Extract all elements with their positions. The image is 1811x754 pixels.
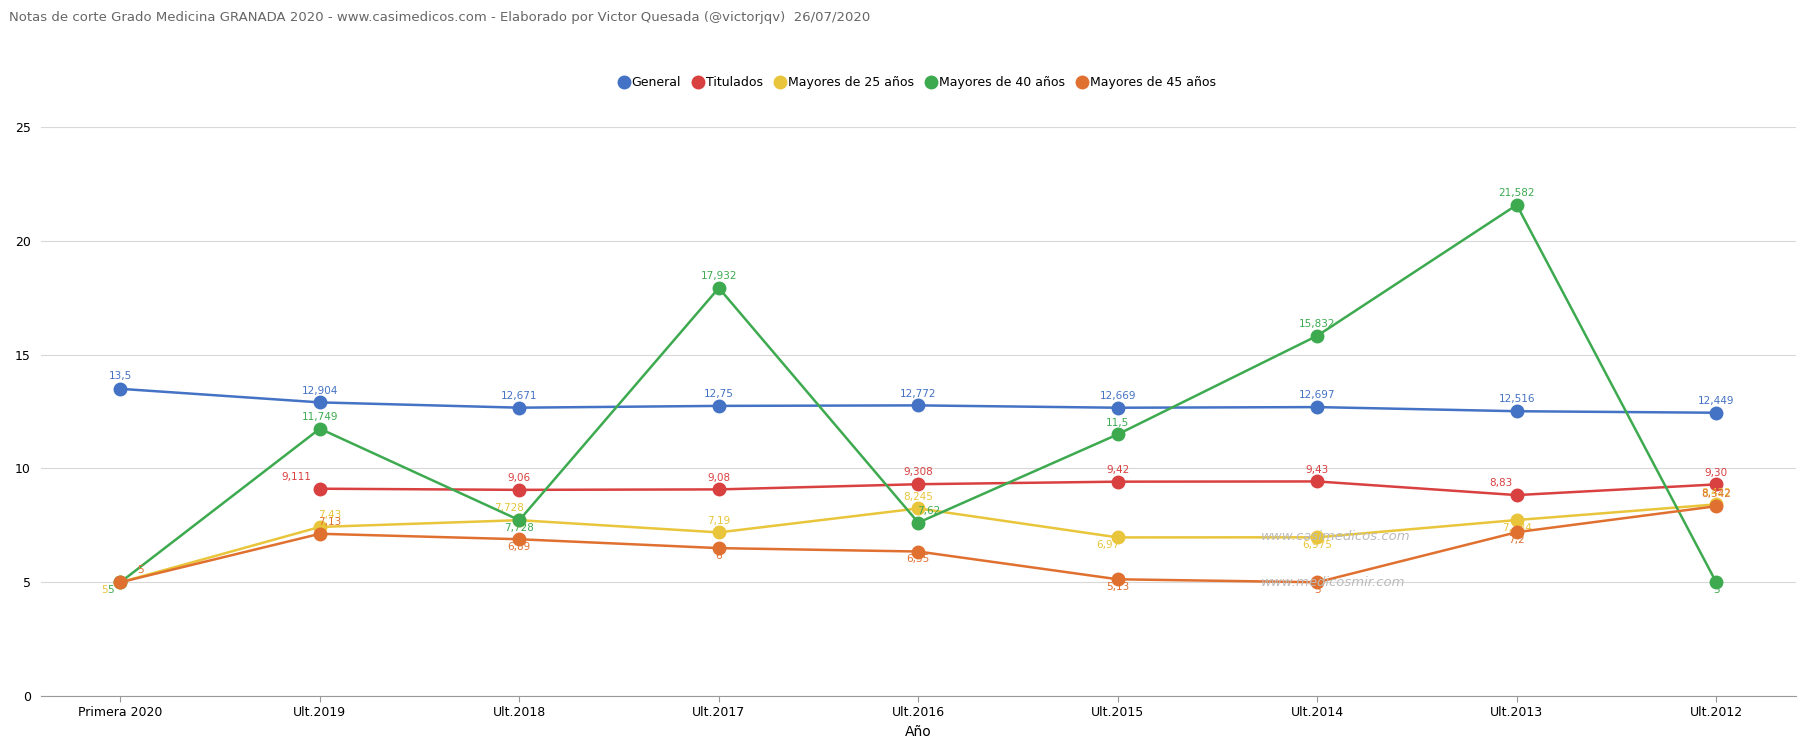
Mayores de 45 años xyxy=(907,547,929,556)
General xyxy=(509,403,531,412)
Line: Mayores de 40 años: Mayores de 40 años xyxy=(114,198,1722,589)
Mayores de 40 años xyxy=(509,516,531,525)
Text: 15,832: 15,832 xyxy=(1298,319,1335,329)
Text: 7,13: 7,13 xyxy=(319,517,342,527)
General xyxy=(708,401,730,410)
Text: 8,342: 8,342 xyxy=(1701,489,1731,499)
Text: 12,449: 12,449 xyxy=(1699,396,1735,406)
Titulados xyxy=(708,485,730,494)
Text: 11,749: 11,749 xyxy=(302,412,339,421)
Mayores de 25 años xyxy=(109,578,130,587)
Mayores de 45 años xyxy=(1507,528,1528,537)
Mayores de 40 años xyxy=(109,578,130,587)
Text: 5,13: 5,13 xyxy=(1107,582,1130,592)
Text: 12,516: 12,516 xyxy=(1498,394,1536,404)
Mayores de 25 años xyxy=(907,504,929,513)
Text: 5: 5 xyxy=(101,585,107,595)
Legend: General, Titulados, Mayores de 25 años, Mayores de 40 años, Mayores de 45 años: General, Titulados, Mayores de 25 años, … xyxy=(621,76,1215,90)
Text: 5: 5 xyxy=(138,566,143,575)
Titulados xyxy=(310,484,331,493)
Text: 7,43: 7,43 xyxy=(319,510,342,520)
General xyxy=(1107,403,1128,412)
Text: www.medicosmir.com: www.medicosmir.com xyxy=(1260,576,1405,589)
Text: 7,19: 7,19 xyxy=(708,516,730,526)
General xyxy=(1706,408,1728,417)
Line: Mayores de 25 años: Mayores de 25 años xyxy=(114,498,1722,589)
Mayores de 40 años xyxy=(1107,430,1128,439)
Mayores de 45 años xyxy=(1306,578,1327,587)
Mayores de 25 años xyxy=(1706,500,1728,509)
Mayores de 40 años xyxy=(907,518,929,527)
Text: 11,5: 11,5 xyxy=(1107,418,1130,428)
Mayores de 25 años xyxy=(1507,516,1528,525)
Text: 9,08: 9,08 xyxy=(708,473,730,483)
Text: 12,75: 12,75 xyxy=(704,389,733,399)
Text: 12,904: 12,904 xyxy=(302,385,339,396)
Text: 13,5: 13,5 xyxy=(109,371,132,381)
Text: 6,97: 6,97 xyxy=(1096,540,1119,550)
General xyxy=(109,385,130,394)
Text: 7,62: 7,62 xyxy=(916,506,940,516)
Titulados xyxy=(509,486,531,495)
Text: 8,245: 8,245 xyxy=(904,492,933,501)
General xyxy=(310,398,331,407)
Mayores de 40 años xyxy=(1306,331,1327,340)
Line: General: General xyxy=(114,382,1722,419)
Text: 21,582: 21,582 xyxy=(1498,188,1536,198)
Mayores de 40 años xyxy=(1507,201,1528,210)
Titulados xyxy=(1507,491,1528,500)
General xyxy=(907,401,929,410)
Mayores de 45 años xyxy=(1706,501,1728,510)
Text: 12,772: 12,772 xyxy=(900,388,936,399)
Mayores de 45 años xyxy=(509,535,531,544)
Mayores de 45 años xyxy=(310,529,331,538)
Line: Mayores de 45 años: Mayores de 45 años xyxy=(114,500,1722,589)
Text: 6,975: 6,975 xyxy=(1302,540,1333,550)
Mayores de 40 años xyxy=(708,284,730,293)
Mayores de 45 años xyxy=(1107,575,1128,584)
Text: Notas de corte Grado Medicina GRANADA 2020 - www.casimedicos.com - Elaborado por: Notas de corte Grado Medicina GRANADA 20… xyxy=(9,11,871,24)
Titulados xyxy=(907,480,929,489)
Text: 8,83: 8,83 xyxy=(1489,478,1512,489)
Mayores de 25 años xyxy=(310,523,331,532)
Text: 5: 5 xyxy=(1315,585,1320,595)
Text: 12,671: 12,671 xyxy=(502,391,538,401)
Text: 6: 6 xyxy=(715,550,723,561)
Text: 9,42: 9,42 xyxy=(1107,464,1130,475)
General xyxy=(1507,406,1528,415)
Titulados xyxy=(1306,477,1327,486)
Line: Titulados: Titulados xyxy=(313,475,1722,501)
Text: 9,43: 9,43 xyxy=(1306,464,1329,474)
Text: 6,35: 6,35 xyxy=(907,554,929,564)
Text: 7,734: 7,734 xyxy=(1501,523,1532,532)
Text: 6,89: 6,89 xyxy=(507,542,531,552)
General xyxy=(1306,403,1327,412)
Mayores de 25 años xyxy=(509,516,531,525)
Titulados xyxy=(1706,480,1728,489)
Text: 8,422: 8,422 xyxy=(1701,488,1731,498)
Text: 7,728: 7,728 xyxy=(494,504,525,513)
Mayores de 25 años xyxy=(1107,533,1128,542)
Mayores de 40 años xyxy=(1706,578,1728,587)
Text: 12,669: 12,669 xyxy=(1099,391,1135,401)
Mayores de 25 años xyxy=(1306,533,1327,542)
Text: 5: 5 xyxy=(107,585,114,595)
X-axis label: Año: Año xyxy=(906,725,931,739)
Text: 9,06: 9,06 xyxy=(507,473,531,483)
Text: 12,697: 12,697 xyxy=(1298,391,1335,400)
Text: 9,30: 9,30 xyxy=(1704,467,1728,477)
Mayores de 45 años xyxy=(109,578,130,587)
Text: 7,728: 7,728 xyxy=(505,523,534,532)
Titulados xyxy=(1107,477,1128,486)
Text: www.casimedicos.com: www.casimedicos.com xyxy=(1260,530,1411,543)
Mayores de 45 años xyxy=(708,544,730,553)
Text: 9,111: 9,111 xyxy=(281,472,311,482)
Text: 5: 5 xyxy=(1713,585,1719,595)
Mayores de 25 años xyxy=(708,528,730,537)
Text: 7,2: 7,2 xyxy=(1509,535,1525,544)
Mayores de 40 años xyxy=(310,425,331,434)
Text: 9,308: 9,308 xyxy=(904,467,933,477)
Text: 17,932: 17,932 xyxy=(701,271,737,281)
